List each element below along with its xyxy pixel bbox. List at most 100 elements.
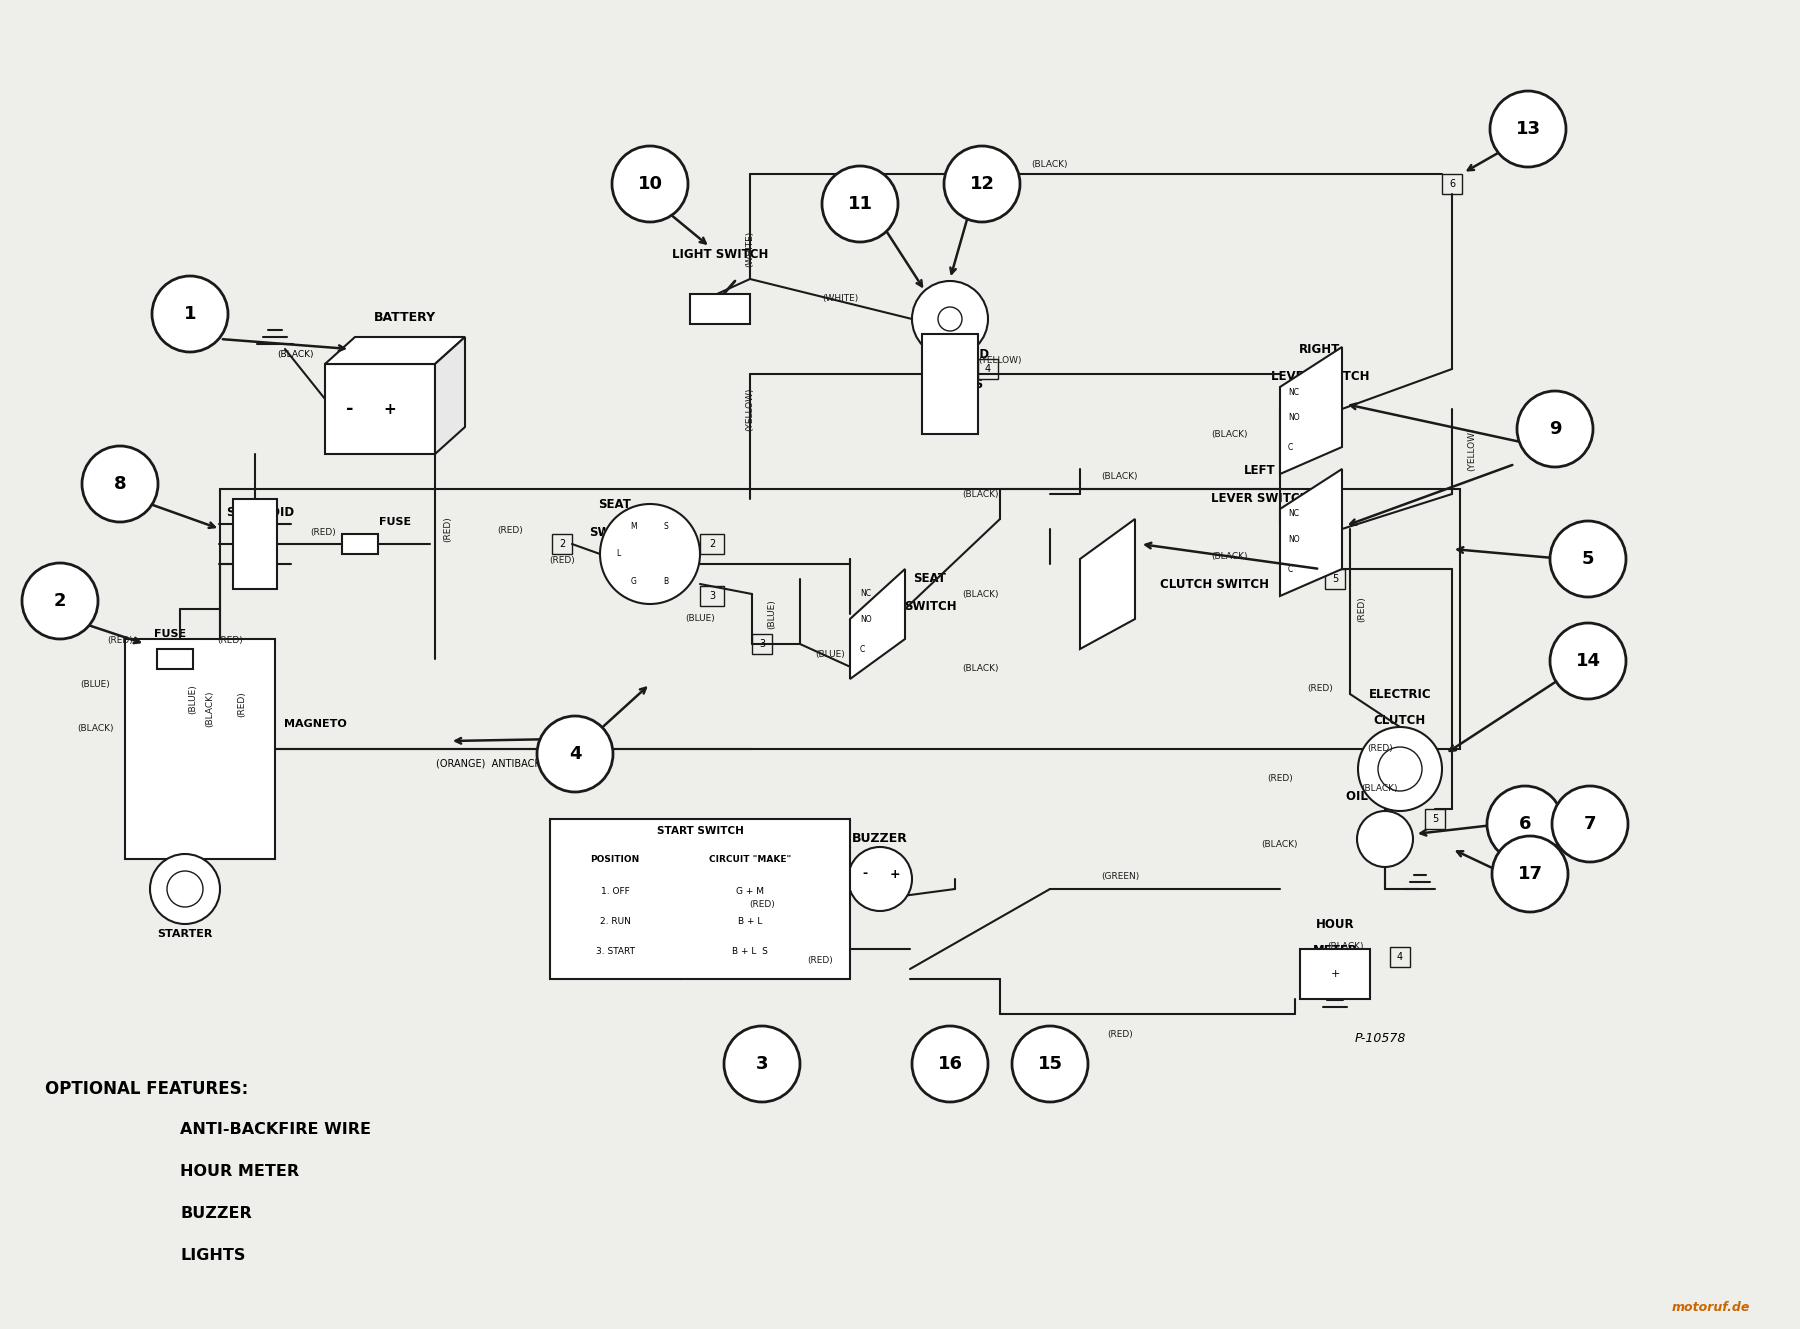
Text: (RED): (RED) (749, 900, 774, 909)
Text: RIGHT: RIGHT (1300, 343, 1341, 355)
Text: SEAT: SEAT (914, 573, 947, 586)
Circle shape (913, 1026, 988, 1102)
Circle shape (1517, 391, 1593, 466)
Text: LEFT: LEFT (1244, 465, 1276, 477)
FancyBboxPatch shape (342, 534, 378, 554)
Polygon shape (1080, 520, 1136, 649)
Polygon shape (436, 338, 464, 455)
Circle shape (1487, 785, 1562, 863)
Circle shape (599, 504, 700, 603)
Text: 2: 2 (709, 540, 715, 549)
Text: SEAT: SEAT (599, 497, 632, 510)
Text: 7: 7 (1584, 815, 1597, 833)
Text: (RED): (RED) (311, 528, 337, 537)
Text: NO: NO (1289, 534, 1300, 544)
Text: STARTER: STARTER (157, 929, 212, 940)
Polygon shape (326, 338, 464, 364)
Text: (BLACK): (BLACK) (1031, 159, 1067, 169)
Circle shape (823, 166, 898, 242)
Circle shape (22, 563, 97, 639)
Text: 5: 5 (1582, 550, 1595, 567)
Text: 1: 1 (760, 874, 765, 884)
Text: (RED): (RED) (549, 557, 574, 566)
Text: 3: 3 (760, 639, 765, 649)
Text: SWITCH: SWITCH (589, 525, 641, 538)
Text: SOLENOID: SOLENOID (227, 505, 293, 518)
Circle shape (1552, 785, 1627, 863)
Circle shape (913, 280, 988, 358)
Text: (BLACK): (BLACK) (1262, 840, 1298, 848)
Text: +: + (1330, 969, 1339, 979)
Text: METER: METER (1312, 945, 1357, 957)
Circle shape (1357, 811, 1413, 867)
Text: (BLACK): (BLACK) (961, 664, 999, 674)
FancyBboxPatch shape (922, 334, 977, 435)
FancyBboxPatch shape (1300, 949, 1370, 999)
FancyBboxPatch shape (124, 639, 275, 859)
Text: HOUR: HOUR (1316, 917, 1354, 930)
Text: (BLUE): (BLUE) (815, 650, 844, 658)
Text: 5: 5 (1332, 574, 1337, 583)
Text: MAGNETO: MAGNETO (284, 719, 346, 730)
Polygon shape (1280, 469, 1343, 595)
Bar (689, 294, 751, 324)
Text: (YELLOW): (YELLOW) (977, 356, 1022, 365)
Text: LIGHT SWITCH: LIGHT SWITCH (671, 247, 769, 260)
Text: ANTI-BACKFIRE WIRE: ANTI-BACKFIRE WIRE (180, 1122, 371, 1136)
Text: B + L: B + L (738, 917, 761, 925)
Text: P-10578: P-10578 (1354, 1033, 1406, 1046)
Text: 2: 2 (54, 591, 67, 610)
Text: (WHITE): (WHITE) (745, 231, 754, 267)
FancyBboxPatch shape (157, 649, 193, 668)
Text: START SWITCH: START SWITCH (657, 827, 743, 836)
Text: 16: 16 (938, 1055, 963, 1073)
Text: (BLACK): (BLACK) (1102, 473, 1138, 481)
Circle shape (151, 276, 229, 352)
Text: 2: 2 (558, 540, 565, 549)
Text: (RED): (RED) (1107, 1030, 1132, 1038)
Text: (RED): (RED) (1307, 684, 1332, 694)
Text: 13: 13 (1516, 120, 1541, 138)
Circle shape (724, 1026, 799, 1102)
Text: (BLACK): (BLACK) (1327, 942, 1363, 952)
Text: NC: NC (1289, 388, 1300, 396)
Circle shape (1490, 90, 1566, 167)
Text: (BLACK): (BLACK) (1211, 552, 1247, 561)
Text: 4: 4 (1397, 952, 1402, 962)
Text: (YELLOW): (YELLOW) (1467, 427, 1476, 470)
Text: B: B (664, 577, 668, 586)
Text: (BLACK): (BLACK) (961, 590, 999, 598)
Text: 3. START: 3. START (596, 946, 634, 956)
Text: NO: NO (860, 614, 871, 623)
Circle shape (1550, 623, 1625, 699)
Text: NC: NC (860, 590, 871, 598)
Text: 9: 9 (1548, 420, 1561, 439)
Circle shape (848, 847, 913, 910)
Text: BATTERY: BATTERY (374, 311, 436, 324)
Text: OPTIONAL FEATURES:: OPTIONAL FEATURES: (45, 1080, 248, 1098)
Circle shape (1357, 727, 1442, 811)
Text: LIGHTS: LIGHTS (936, 377, 985, 391)
Text: SOLENOID: SOLENOID (922, 347, 988, 360)
Text: 1: 1 (184, 304, 196, 323)
FancyBboxPatch shape (232, 498, 277, 589)
Text: M: M (630, 522, 637, 530)
Text: L: L (616, 549, 621, 558)
Text: B + L  S: B + L S (733, 946, 769, 956)
Text: CLUTCH: CLUTCH (1373, 715, 1426, 727)
Text: FUSE: FUSE (380, 517, 410, 528)
Text: (RED): (RED) (108, 637, 133, 646)
Text: C: C (860, 645, 866, 654)
Text: motoruf.de: motoruf.de (1672, 1301, 1750, 1314)
Text: 14: 14 (1575, 653, 1600, 670)
Text: S: S (664, 522, 668, 530)
Text: OIL SWITCH: OIL SWITCH (1346, 791, 1424, 804)
Text: (RED): (RED) (443, 516, 452, 542)
Text: NO: NO (1289, 412, 1300, 421)
Text: FUSE: FUSE (155, 629, 185, 639)
Circle shape (1012, 1026, 1087, 1102)
Text: 6: 6 (1449, 179, 1454, 189)
Circle shape (943, 146, 1021, 222)
Text: 15: 15 (1037, 1055, 1062, 1073)
Text: (RED): (RED) (1357, 597, 1366, 622)
